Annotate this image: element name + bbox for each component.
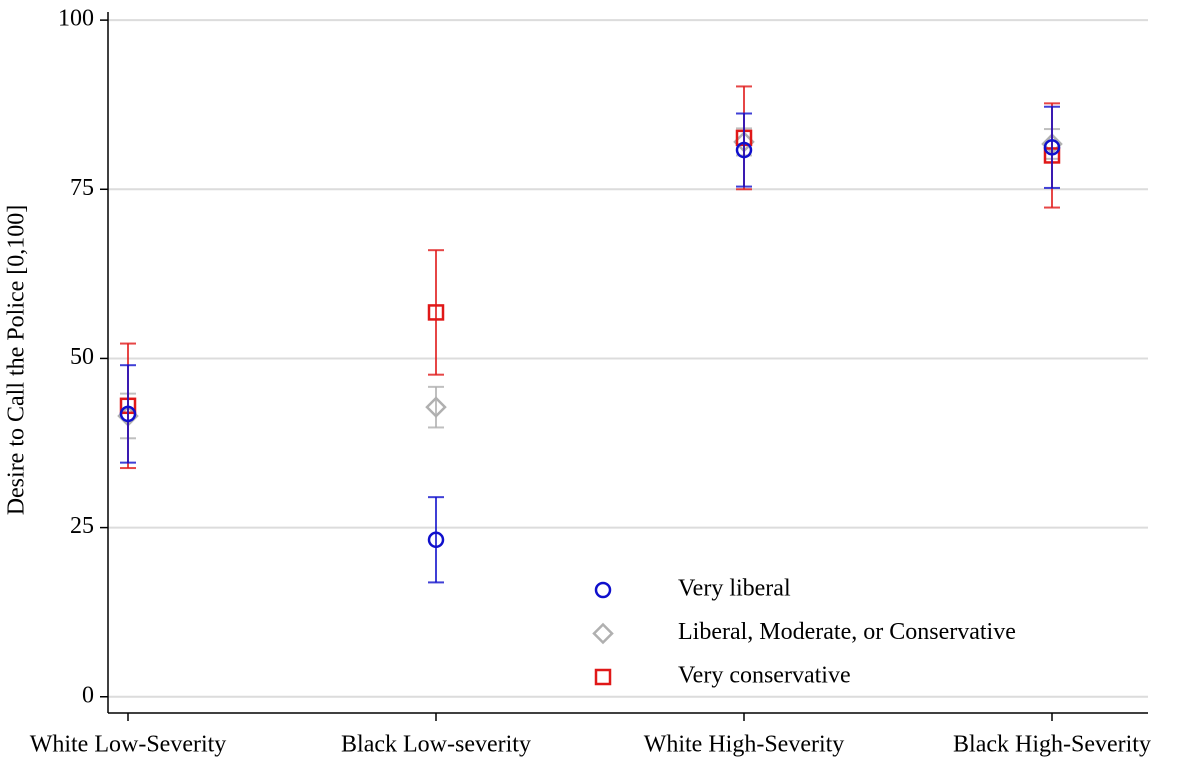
y-tick-label: 25 [70, 513, 94, 539]
marker [594, 581, 612, 599]
y-tick-label: 0 [82, 682, 94, 708]
y-axis-label: Desire to Call the Police [0,100] [4, 205, 30, 516]
legend-label: Very conservative [678, 663, 851, 689]
y-tick-label: 100 [58, 6, 94, 32]
x-tick-label: Black Low-severity [341, 732, 531, 758]
marker [594, 668, 612, 686]
x-tick-label: White High-Severity [644, 732, 845, 758]
y-tick-label: 75 [70, 175, 94, 201]
marker [735, 141, 753, 159]
marker [425, 396, 447, 418]
x-tick-label: Black High-Severity [953, 732, 1151, 758]
marker [119, 405, 137, 423]
legend-label: Liberal, Moderate, or Conservative [678, 619, 1016, 645]
marker [427, 531, 445, 549]
marker [592, 622, 614, 645]
x-tick-label: White Low-Severity [30, 732, 227, 758]
marker [1043, 139, 1061, 156]
legend-label: Very liberal [678, 576, 791, 602]
y-tick-label: 50 [70, 344, 94, 370]
marker [427, 304, 445, 321]
